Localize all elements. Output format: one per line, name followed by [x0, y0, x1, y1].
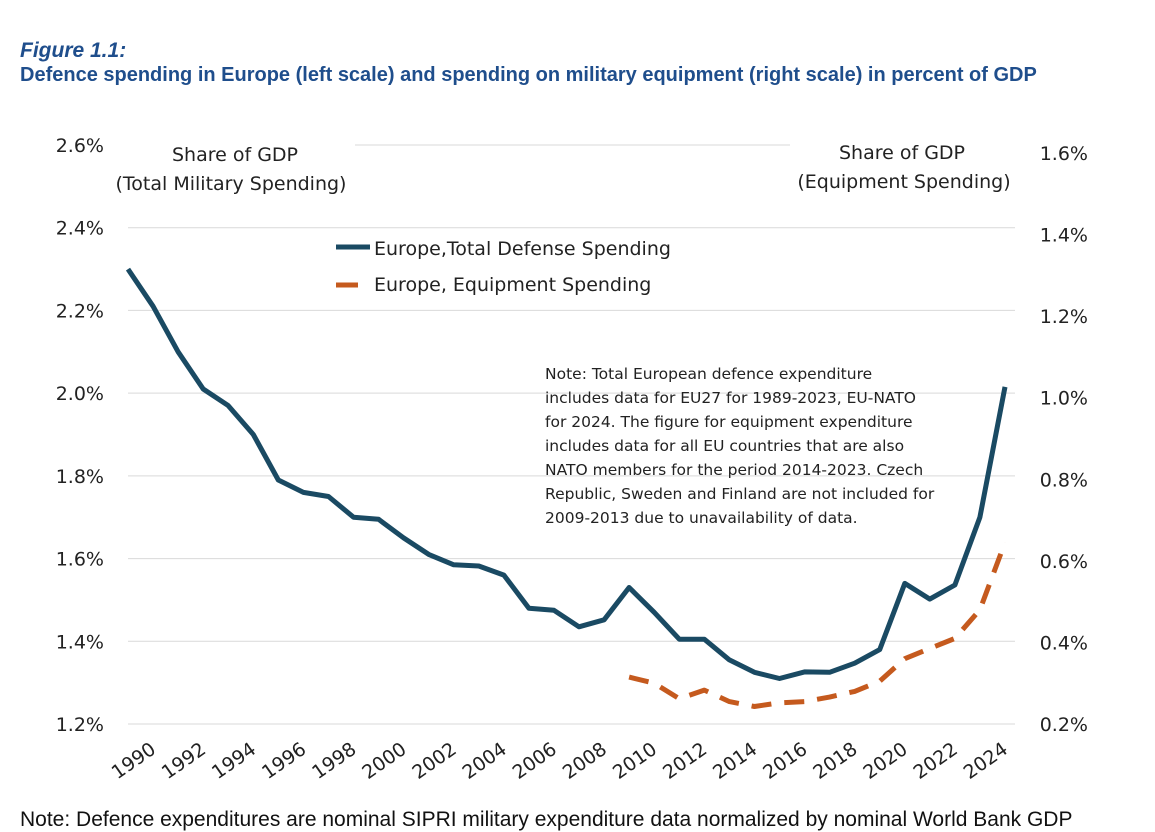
x-tick-label: 2024	[960, 738, 1012, 784]
note-annotation: Note: Total European defence expenditure…	[545, 365, 935, 527]
right-axis-ticks: 0.2% 0.4% 0.6% 0.8% 1.0% 1.2% 1.4% 1.6%	[1040, 143, 1088, 736]
left-tick-label: 1.8%	[56, 466, 104, 488]
x-tick-label: 2012	[659, 738, 711, 784]
left-tick-label: 1.4%	[56, 631, 104, 653]
x-tick-label: 2008	[559, 738, 611, 784]
right-tick-label: 0.6%	[1040, 551, 1088, 573]
x-tick-label: 2010	[609, 738, 661, 784]
left-tick-label: 2.2%	[56, 300, 104, 322]
x-tick-label: 1994	[208, 738, 260, 784]
x-tick-label: 1992	[158, 738, 210, 784]
x-tick-label: 2022	[910, 738, 962, 784]
x-tick-label: 2014	[709, 738, 761, 784]
series-line-equipment	[629, 543, 1005, 707]
left-tick-label: 2.0%	[56, 383, 104, 405]
footnote: Note: Defence expenditures are nominal S…	[20, 808, 1072, 832]
note-line: Note: Total European defence expenditure	[545, 365, 872, 383]
right-tick-label: 0.8%	[1040, 469, 1088, 491]
left-axis-label-line2: (Total Military Spending)	[116, 173, 347, 195]
x-tick-label: 1996	[258, 738, 310, 784]
note-line: for 2024. The figure for equipment expen…	[545, 413, 913, 431]
legend: Europe,Total Defense Spending Europe, Eq…	[336, 238, 671, 296]
x-tick-label: 2016	[759, 738, 811, 784]
left-tick-label: 2.6%	[56, 135, 104, 157]
x-tick-label: 2004	[458, 738, 510, 784]
x-tick-label: 2002	[408, 738, 460, 784]
right-tick-label: 1.0%	[1040, 388, 1088, 410]
right-axis-label-line1: Share of GDP	[839, 142, 965, 164]
note-line: Republic, Sweden and Finland are not inc…	[545, 485, 935, 503]
x-tick-label: 2006	[509, 738, 561, 784]
right-axis-label-line2: (Equipment Spending)	[797, 171, 1010, 193]
note-line: 2009-2013 due to unavailability of data.	[545, 509, 858, 527]
left-tick-label: 2.4%	[56, 218, 104, 240]
left-tick-label: 1.6%	[56, 549, 104, 571]
x-tick-label: 2000	[358, 738, 410, 784]
right-tick-label: 0.4%	[1040, 632, 1088, 654]
x-tick-label: 2020	[859, 738, 911, 784]
right-tick-label: 1.2%	[1040, 306, 1088, 328]
left-axis-ticks: 1.2% 1.4% 1.6% 1.8% 2.0% 2.2% 2.4% 2.6%	[56, 135, 104, 736]
right-tick-label: 1.6%	[1040, 143, 1088, 165]
note-line: includes data for all EU countries that …	[545, 437, 904, 455]
legend-label-total: Europe,Total Defense Spending	[374, 238, 671, 260]
note-line: NATO members for the period 2014-2023. C…	[545, 461, 923, 479]
x-tick-label: 1998	[308, 738, 360, 784]
legend-label-equipment: Europe, Equipment Spending	[374, 274, 651, 296]
left-axis-label-line1: Share of GDP	[172, 144, 298, 166]
note-line: includes data for EU27 for 1989-2023, EU…	[545, 389, 916, 407]
right-tick-label: 1.4%	[1040, 225, 1088, 247]
x-tick-label: 2018	[809, 738, 861, 784]
x-axis-ticks: 1990199219941996199820002002200420062008…	[108, 738, 1012, 784]
left-tick-label: 1.2%	[56, 714, 104, 736]
right-tick-label: 0.2%	[1040, 714, 1088, 736]
x-tick-label: 1990	[108, 738, 160, 784]
